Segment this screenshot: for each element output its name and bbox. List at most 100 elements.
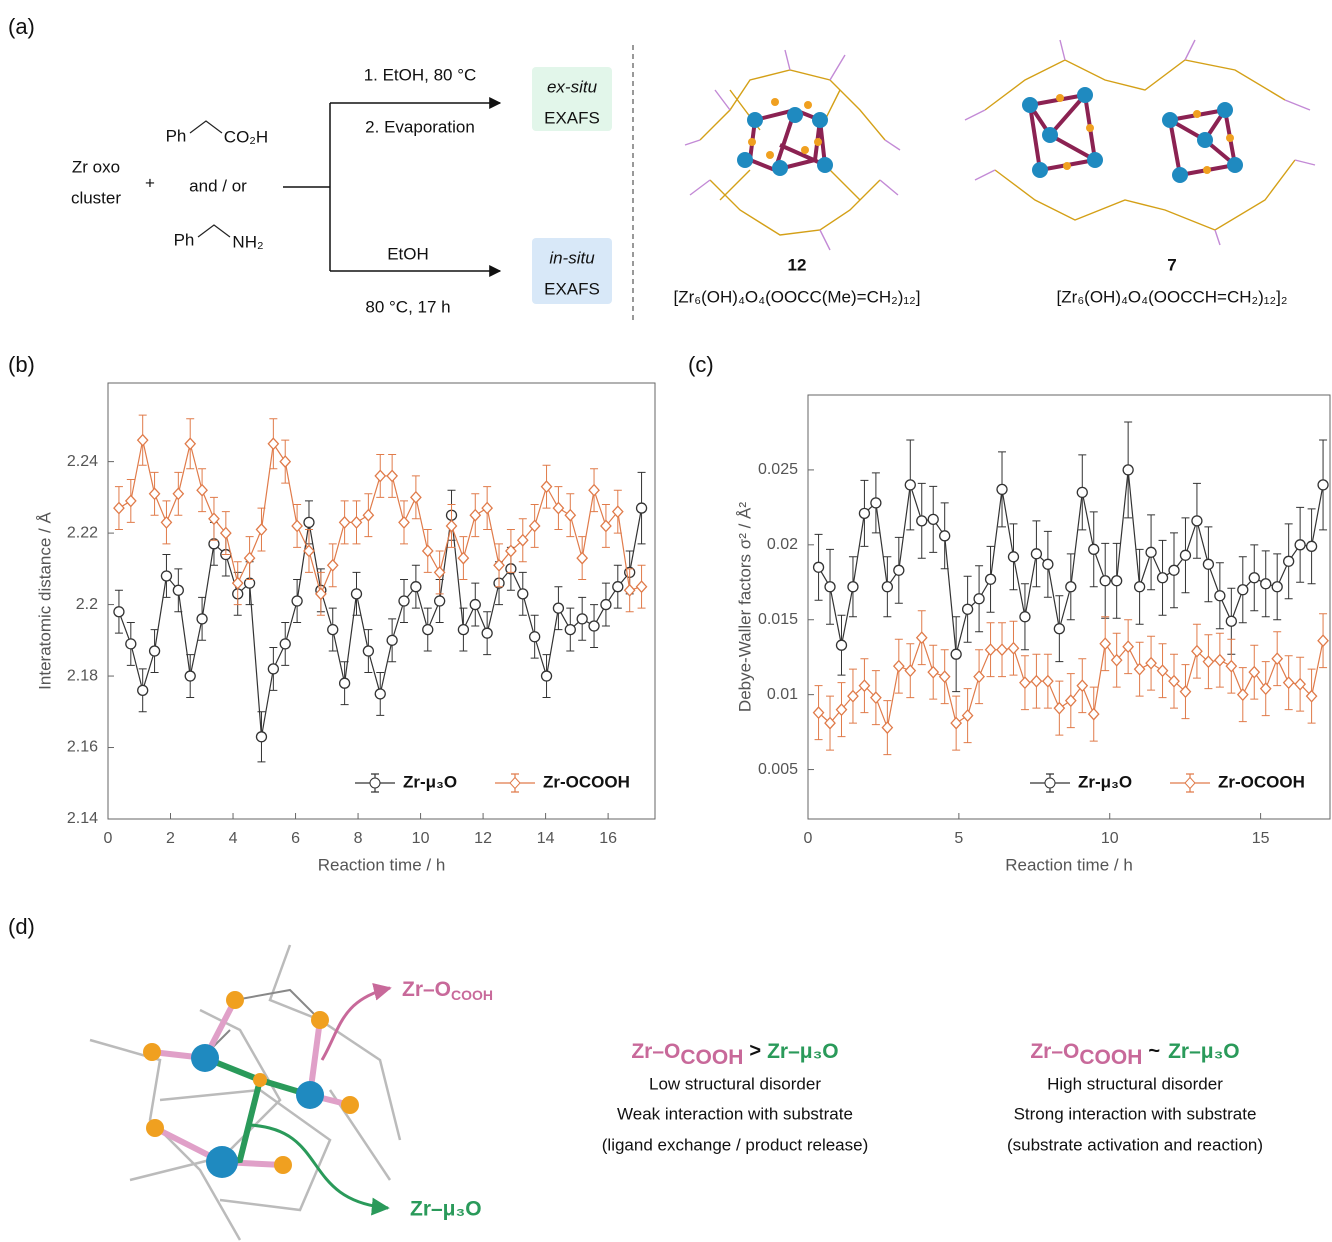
marker bbox=[1054, 624, 1064, 634]
marker bbox=[1008, 552, 1018, 562]
marker bbox=[304, 517, 314, 527]
marker bbox=[340, 678, 350, 688]
comparison: Zr–OCOOH~Zr–μ₃O bbox=[1030, 1040, 1239, 1069]
marker bbox=[1089, 544, 1099, 554]
legend-label: Zr-OCOOH bbox=[1218, 772, 1305, 791]
compound-number: 7 bbox=[1167, 255, 1176, 274]
marker bbox=[1203, 559, 1213, 569]
marker bbox=[518, 589, 528, 599]
marker bbox=[328, 625, 338, 635]
reactant: cluster bbox=[71, 188, 121, 207]
marker bbox=[435, 596, 445, 606]
marker bbox=[1215, 591, 1225, 601]
legend-label: Zr-μ₃O bbox=[1078, 772, 1132, 791]
phenyl: Ph bbox=[166, 126, 187, 145]
figure: (a) Zr oxo cluster + Ph CO₂H and / or Ph… bbox=[0, 0, 1332, 1242]
marker bbox=[530, 632, 540, 642]
acid-group: CO₂H bbox=[224, 127, 268, 146]
x-tick-label: 15 bbox=[1252, 830, 1270, 847]
description: (substrate activation and reaction) bbox=[1007, 1135, 1263, 1154]
y-tick-label: 0.02 bbox=[767, 536, 798, 553]
x-tick-label: 2 bbox=[166, 830, 175, 847]
marker bbox=[565, 625, 575, 635]
legend-label: Zr-μ₃O bbox=[403, 772, 457, 791]
marker bbox=[974, 594, 984, 604]
marker bbox=[859, 508, 869, 518]
marker bbox=[1180, 550, 1190, 560]
marker bbox=[256, 732, 266, 742]
marker bbox=[185, 671, 195, 681]
marker bbox=[1307, 541, 1317, 551]
compound-formula: [Zr₆(OH)₄O₄(OOCCH=CH₂)₁₂]₂ bbox=[1057, 287, 1288, 306]
y-tick-label: 2.14 bbox=[67, 810, 98, 827]
molecule bbox=[685, 50, 900, 250]
plot-frame bbox=[808, 395, 1330, 819]
bond bbox=[190, 121, 222, 133]
y-tick-label: 2.16 bbox=[67, 739, 98, 756]
marker bbox=[997, 484, 1007, 494]
marker bbox=[814, 562, 824, 572]
marker bbox=[470, 600, 480, 610]
legend-marker bbox=[370, 778, 380, 788]
marker bbox=[482, 628, 492, 638]
marker bbox=[1226, 616, 1236, 626]
y-tick-label: 0.025 bbox=[758, 461, 798, 478]
marker bbox=[458, 625, 468, 635]
marker bbox=[363, 646, 373, 656]
description: Low structural disorder bbox=[649, 1074, 821, 1093]
marker bbox=[871, 498, 881, 508]
x-tick-label: 8 bbox=[354, 830, 363, 847]
marker bbox=[836, 640, 846, 650]
marker bbox=[613, 582, 623, 592]
reactant: Zr oxo bbox=[72, 157, 120, 176]
marker bbox=[825, 582, 835, 592]
marker bbox=[126, 639, 136, 649]
marker bbox=[894, 565, 904, 575]
technique: EXAFS bbox=[544, 108, 600, 127]
panel-label: (d) bbox=[8, 914, 35, 939]
marker bbox=[292, 596, 302, 606]
marker bbox=[1112, 576, 1122, 586]
panel-a: (a) Zr oxo cluster + Ph CO₂H and / or Ph… bbox=[8, 14, 1315, 322]
marker bbox=[905, 480, 915, 490]
x-tick-label: 14 bbox=[537, 830, 555, 847]
marker bbox=[928, 514, 938, 524]
marker bbox=[1066, 582, 1076, 592]
marker bbox=[1272, 582, 1282, 592]
y-tick-label: 0.005 bbox=[758, 761, 798, 778]
marker bbox=[1192, 516, 1202, 526]
amine-group: NH₂ bbox=[232, 232, 263, 251]
callout: Zr–OCOOH bbox=[402, 978, 493, 1003]
y-axis-label: Interatomic distance / Å bbox=[35, 512, 54, 690]
marker bbox=[882, 582, 892, 592]
marker bbox=[963, 604, 973, 614]
marker bbox=[1020, 612, 1030, 622]
marker bbox=[940, 531, 950, 541]
plus: + bbox=[145, 173, 155, 192]
x-tick-label: 10 bbox=[1101, 830, 1119, 847]
marker bbox=[138, 685, 148, 695]
marker bbox=[375, 689, 385, 699]
marker bbox=[1318, 480, 1328, 490]
and-or: and / or bbox=[189, 176, 247, 195]
marker bbox=[1158, 573, 1168, 583]
branch bbox=[283, 103, 330, 271]
marker bbox=[173, 585, 183, 595]
marker bbox=[951, 649, 961, 659]
y-tick-label: 2.22 bbox=[67, 524, 98, 541]
x-tick-label: 12 bbox=[474, 830, 492, 847]
compound-number: 12 bbox=[788, 255, 807, 274]
marker bbox=[423, 625, 433, 635]
x-tick-label: 6 bbox=[291, 830, 300, 847]
x-axis-label: Reaction time / h bbox=[1005, 855, 1133, 874]
marker bbox=[1261, 579, 1271, 589]
marker bbox=[280, 639, 290, 649]
marker bbox=[601, 600, 611, 610]
x-tick-label: 5 bbox=[954, 830, 963, 847]
marker bbox=[1146, 547, 1156, 557]
x-tick-label: 4 bbox=[229, 830, 238, 847]
cluster-drawing bbox=[90, 945, 400, 1240]
description: Strong interaction with substrate bbox=[1014, 1104, 1257, 1123]
marker bbox=[1295, 540, 1305, 550]
bond bbox=[198, 225, 230, 237]
